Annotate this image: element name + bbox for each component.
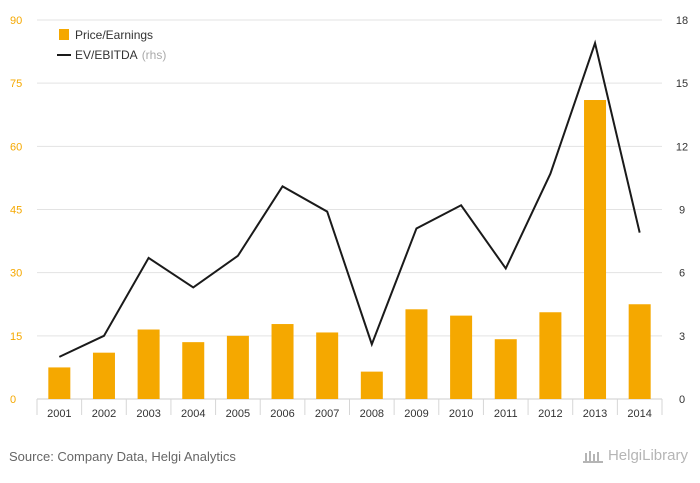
x-tick-label: 2009 (404, 408, 428, 420)
brand-logo: HelgiLibrary (582, 447, 688, 464)
legend-line-name: EV/EBITDA (75, 48, 138, 62)
bar-price-earnings (182, 342, 205, 399)
grid-layer (36, 19, 663, 415)
bar-price-earnings (48, 367, 71, 399)
x-tick-label: 2003 (136, 408, 160, 420)
y-right-tick-label: 0 (679, 394, 685, 406)
bar-price-earnings (92, 352, 115, 399)
source-note: Source: Company Data, Helgi Analytics (9, 449, 236, 464)
bar-price-earnings (450, 315, 473, 399)
bar-price-earnings (539, 312, 562, 399)
y-left-tick-label: 45 (10, 205, 22, 217)
y-left-tick-label: 60 (10, 141, 22, 153)
bar-price-earnings (360, 371, 383, 399)
x-tick-label: 2002 (92, 408, 116, 420)
x-tick-label: 2007 (315, 408, 339, 420)
y-right-tick-label: 6 (679, 268, 685, 280)
brand-name: HelgiLibrary (607, 447, 688, 464)
y-left-tick-label: 30 (10, 268, 22, 280)
bar-price-earnings (628, 304, 651, 399)
chart-svg: 0 0 15 3 30 6 45 9 60 12 75 15 90 18 2001 2002 2003 2004 2… (10, 15, 688, 420)
bar-price-earnings (271, 324, 294, 399)
x-tick-label: 2008 (360, 408, 384, 420)
bar-price-earnings (584, 100, 607, 399)
x-tick-label: 2013 (583, 408, 607, 420)
y-left-tick-label: 75 (10, 78, 22, 90)
x-tick-label: 2004 (181, 408, 205, 420)
x-tick-label: 2006 (270, 408, 294, 420)
library-columns-icon (582, 450, 603, 463)
y-left-tick-label: 90 (10, 15, 22, 27)
legend-label-line: EV/EBITDA (rhs) (75, 48, 166, 62)
y-right-tick-label: 9 (679, 205, 685, 217)
x-tick-label: 2012 (538, 408, 562, 420)
y-right-tick-label: 12 (676, 141, 688, 153)
axis-layer: 0 0 15 3 30 6 45 9 60 12 75 15 90 18 2001 2002 2003 2004 2… (10, 15, 688, 420)
legend-label-bars: Price/Earnings (75, 28, 153, 42)
y-right-tick-label: 3 (679, 331, 685, 343)
x-tick-label: 2001 (47, 408, 71, 420)
x-tick-label: 2010 (449, 408, 473, 420)
y-left-tick-label: 0 (10, 394, 16, 406)
bar-price-earnings (316, 332, 339, 399)
legend-bar-swatch (59, 29, 69, 40)
bars-layer (48, 100, 651, 399)
x-tick-label: 2014 (627, 408, 651, 420)
legend: Price/Earnings EV/EBITDA (rhs) (57, 28, 166, 62)
y-left-tick-label: 15 (10, 331, 22, 343)
x-tick-label: 2011 (494, 408, 518, 420)
bar-price-earnings (226, 335, 249, 399)
line-layer (58, 39, 641, 358)
x-tick-label: 2005 (226, 408, 250, 420)
legend-line-suffix: (rhs) (142, 48, 167, 62)
bar-price-earnings (405, 309, 428, 399)
line-ev-ebitda (58, 39, 641, 358)
y-right-tick-label: 18 (676, 15, 688, 27)
y-right-tick-label: 15 (676, 78, 688, 90)
bar-price-earnings (494, 339, 517, 399)
bar-price-earnings (137, 329, 160, 399)
